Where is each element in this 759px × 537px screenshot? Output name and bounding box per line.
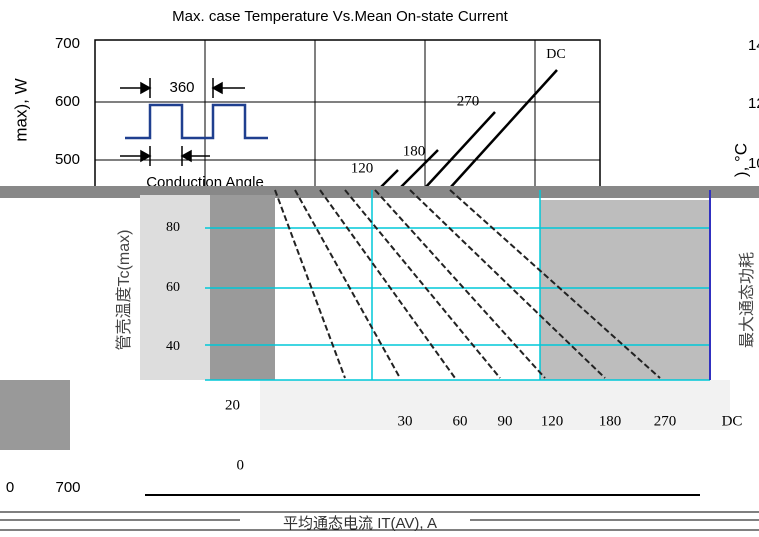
overlay-curves: [274, 189, 661, 379]
bottom-tick: 700: [55, 479, 80, 496]
overlay-y-tick: 0: [237, 457, 245, 473]
waveform-arrows: [120, 78, 245, 166]
curves: [379, 69, 558, 189]
curve-label: 270: [457, 93, 480, 109]
right-tick: 14: [748, 37, 759, 54]
overlay-right-label: 最大通态功耗: [738, 252, 756, 348]
left-tick: 700: [55, 35, 80, 52]
overlay-x-label: 180: [599, 413, 622, 429]
left-tick: 500: [55, 151, 80, 168]
overlay-x-title: 平均通态电流 IT(AV), A: [283, 515, 437, 532]
overlay-x-label: 30: [398, 413, 413, 429]
curve-label: 180: [403, 143, 426, 159]
curve-label: 120: [351, 160, 374, 176]
curve-label: DC: [546, 47, 565, 62]
square-wave: [125, 103, 268, 140]
right-axis-label: ), °C: [731, 143, 750, 177]
overlay-x-label: 90: [498, 413, 513, 429]
right-tick: 10: [748, 155, 759, 172]
overlay-y-tick: 40: [166, 339, 180, 354]
left-axis-label: max), W: [11, 78, 30, 141]
bottom-rules: [0, 494, 759, 531]
left-tick: 600: [55, 93, 80, 110]
title: Max. case Temperature Vs.Mean On-state C…: [172, 8, 509, 25]
right-tick: 12: [748, 95, 759, 112]
overlay-x-label: DC: [722, 413, 743, 429]
overlay-y-tick: 60: [166, 280, 180, 295]
overlay-x-label: 60: [453, 413, 468, 429]
bottom-tick: 0: [6, 479, 14, 496]
overlay-x-label: 120: [541, 413, 564, 429]
overlay-y-tick: 80: [166, 220, 180, 235]
overlay-blocks: [0, 186, 759, 537]
period-label: 360: [169, 79, 194, 96]
overlay-x-label: 270: [654, 413, 677, 429]
overlay-y-tick: 20: [225, 397, 240, 413]
overlay-left-label: 管壳温度Tc(max): [115, 230, 133, 351]
